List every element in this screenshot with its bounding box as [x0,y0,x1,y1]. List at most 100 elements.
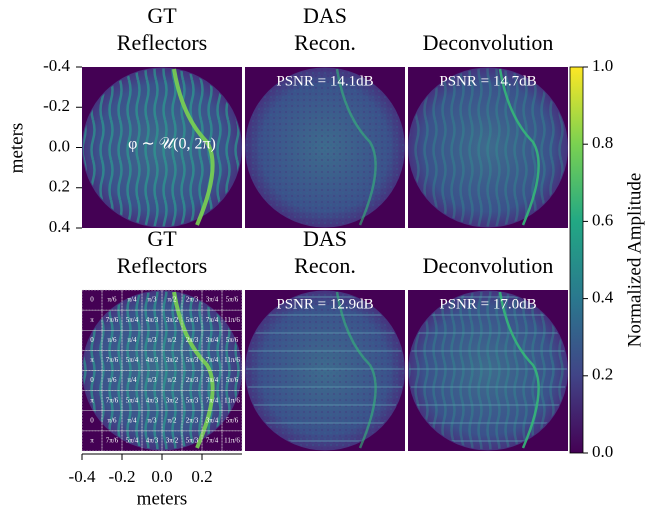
y-tick-label: 0.2 [49,177,70,196]
phase-cell [221,430,243,452]
panel-title: Reflectors [117,253,207,278]
phase-label: π/2 [168,416,177,424]
psnr-label: PSNR = 14.7dB [439,73,536,89]
x-tick-label: -0.2 [109,467,136,486]
vessel [172,291,215,449]
texture [83,68,241,227]
phase-label: 4π/3 [146,437,159,445]
phase-label: 7π/4 [206,356,219,364]
phase-label: 5π/6 [226,336,239,344]
phase-label: π [90,316,94,324]
x-axis-label: meters [137,488,188,509]
phase-label: π/2 [168,336,177,344]
phase-annotation: φ ∼ 𝒰(0, 2π) [128,136,216,153]
phase-label: 5π/4 [126,356,139,364]
phase-label: π/2 [168,296,177,304]
phase-label: 5π/3 [186,396,199,404]
texture [246,68,404,227]
phase-cell [221,350,243,371]
phase-label: 7π/4 [206,396,219,404]
phase-label: π [90,396,94,404]
phase-label: 3π/2 [166,437,179,445]
psnr-label: PSNR = 14.1dB [276,73,373,89]
panel-title: GT [147,3,177,28]
x-tick-label: 0.0 [151,467,172,486]
phase-label: 4π/3 [146,396,159,404]
y-axis-label: meters [6,123,27,174]
colorbar-tick-label: 0.8 [592,133,613,152]
phase-label: 5π/6 [226,296,239,304]
phase-label: π/4 [128,336,137,344]
y-tick-label: 0.4 [49,217,71,236]
phase-label: 5π/3 [186,437,199,445]
phase-cell [221,390,243,411]
phase-label: π/3 [148,416,157,424]
psnr-label: PSNR = 12.9dB [276,296,373,312]
colorbar-tick-label: 0.2 [592,365,613,384]
phase-label: 3π/2 [166,396,179,404]
phase-cell [221,309,243,331]
phase-label: 11π/6 [224,356,240,364]
phase-label: 3π/4 [206,376,219,384]
artifact-lines [246,291,404,450]
phase-label: 7π/6 [106,437,119,445]
phase-cell [221,410,243,432]
phase-label: π/6 [108,296,117,304]
phase-label: 3π/4 [206,296,219,304]
phase-label: π/3 [148,296,157,304]
phase-label: 5π/6 [226,376,239,384]
phase-label: 3π/4 [206,416,219,424]
panel-title: Recon. [294,30,356,55]
y-tick-label: -0.2 [43,96,70,115]
colorbar-tick-label: 1.0 [592,56,613,75]
panel-title: DAS [303,3,347,28]
phase-label: 5π/6 [226,416,239,424]
y-tick-label: -0.4 [43,56,70,75]
phase-label: 11π/6 [224,316,240,324]
phase-label: 2π/3 [186,416,199,424]
texture [409,68,567,227]
colorbar-tick-label: 0.6 [592,210,613,229]
colorbar-tick-label: 0.0 [592,442,613,461]
x-tick-label: 0.2 [191,467,212,486]
panel-title: DAS [303,226,347,251]
phase-label: 4π/3 [146,356,159,364]
phase-cell [221,330,243,351]
colorbar [569,66,584,454]
phase-label: π [90,437,94,445]
phase-label: 7π/6 [106,396,119,404]
phase-label: 5π/3 [186,316,199,324]
phase-label: 11π/6 [224,437,240,445]
y-tick-label: 0.0 [49,136,70,155]
phase-label: 7π/4 [206,316,219,324]
x-tick-label: -0.4 [69,467,96,486]
phase-label: 5π/4 [126,396,139,404]
phase-label: π/4 [128,416,137,424]
phase-label: 3π/2 [166,356,179,364]
phase-label: π/6 [108,376,117,384]
phase-label: π/4 [128,376,137,384]
phase-label: 2π/3 [186,296,199,304]
phase-label: 0 [90,336,94,344]
phase-label: π/3 [148,336,157,344]
phase-label: 4π/3 [146,316,159,324]
colorbar-label: Normalized Amplitude [624,173,645,348]
phase-label: 0 [90,296,94,304]
panel-title: GT [147,226,177,251]
phase-label: π [90,356,94,364]
vessel [335,291,377,449]
artifact-lines [409,291,567,450]
vessel [172,68,215,226]
vessel [498,291,540,449]
phase-cell [221,289,243,311]
vessel [498,68,540,226]
phase-label: π/6 [108,336,117,344]
phase-label: 5π/3 [186,356,199,364]
phase-label: π/6 [108,416,117,424]
panel-title: Recon. [294,253,356,278]
phase-label: 11π/6 [224,396,240,404]
phase-label: 3π/4 [206,336,219,344]
vessel [335,68,377,226]
phase-label: π/2 [168,376,177,384]
phase-label: 7π/6 [106,316,119,324]
